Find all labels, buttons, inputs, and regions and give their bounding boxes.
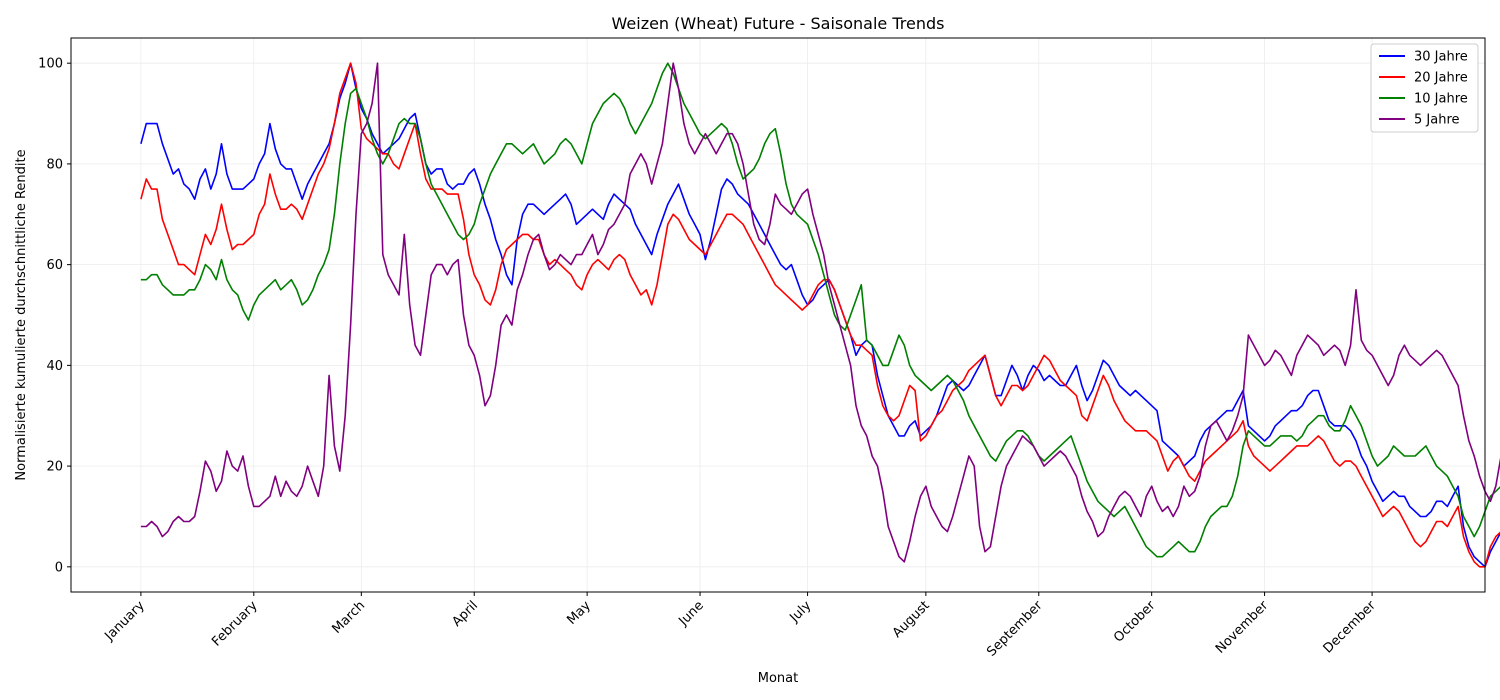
x-axis-ticks: January February March April May June July Augu… [102, 592, 1380, 660]
legend-label: 10 Jahre [1414, 92, 1468, 107]
x-tick-label: August [890, 598, 933, 641]
y-tick-label: 20 [46, 460, 63, 475]
legend-label: 5 Jahre [1414, 113, 1460, 128]
series-line-2 [140, 62, 1500, 568]
legend-label: 30 Jahre [1414, 50, 1468, 65]
series-line-3 [140, 62, 1500, 558]
legend: 30 Jahre 20 Jahre 10 Jahre 5 Jahre [1370, 43, 1479, 133]
x-tick-label: September [984, 598, 1046, 660]
legend-label: 20 Jahre [1414, 71, 1468, 86]
y-tick-label: 60 [46, 258, 63, 273]
y-tick-label: 0 [55, 560, 63, 575]
series-line-1 [140, 62, 1500, 568]
legend-box [1370, 43, 1479, 133]
y-axis-label: Normalisierte kumulierte durchschnittlic… [14, 149, 29, 480]
x-tick-label: February [209, 598, 261, 650]
y-tick-label: 80 [46, 157, 63, 172]
x-tick-label: December [1321, 598, 1380, 657]
chart-title: Weizen (Wheat) Future - Saisonale Trends [612, 14, 945, 33]
x-tick-label: October [1111, 598, 1159, 646]
y-tick-label: 40 [46, 359, 63, 374]
x-tick-label: March [330, 598, 369, 637]
series-line-4 [140, 62, 1500, 563]
x-tick-label: November [1213, 598, 1272, 657]
plot-frame [70, 37, 1486, 593]
x-tick-label: January [102, 598, 148, 644]
x-tick-label: June [676, 598, 707, 629]
x-tick-label: April [449, 598, 481, 630]
y-tick-label: 100 [38, 57, 63, 72]
x-axis-label: Monat [758, 671, 798, 686]
series-lines [140, 62, 1500, 568]
x-tick-label: July [787, 598, 815, 626]
x-tick-label: May [564, 598, 594, 628]
y-axis-ticks: 0 20 40 60 80 100 [38, 57, 71, 575]
grid [71, 38, 1485, 592]
